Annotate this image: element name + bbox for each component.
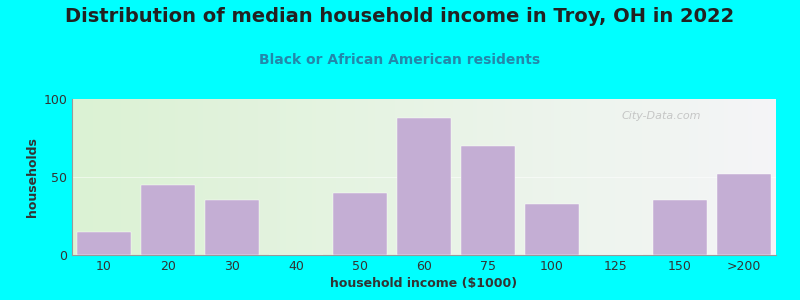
Bar [397, 118, 451, 255]
Bar [717, 174, 771, 255]
Bar [205, 200, 259, 255]
Text: Black or African American residents: Black or African American residents [259, 52, 541, 67]
Bar [653, 200, 707, 255]
Bar [525, 203, 579, 255]
X-axis label: household income ($1000): household income ($1000) [330, 277, 518, 290]
Text: City-Data.com: City-Data.com [621, 112, 701, 122]
Text: Distribution of median household income in Troy, OH in 2022: Distribution of median household income … [66, 8, 734, 26]
Bar [461, 146, 515, 255]
Bar [333, 193, 387, 255]
Bar [141, 185, 195, 255]
Bar [77, 232, 131, 255]
Y-axis label: households: households [26, 137, 39, 217]
